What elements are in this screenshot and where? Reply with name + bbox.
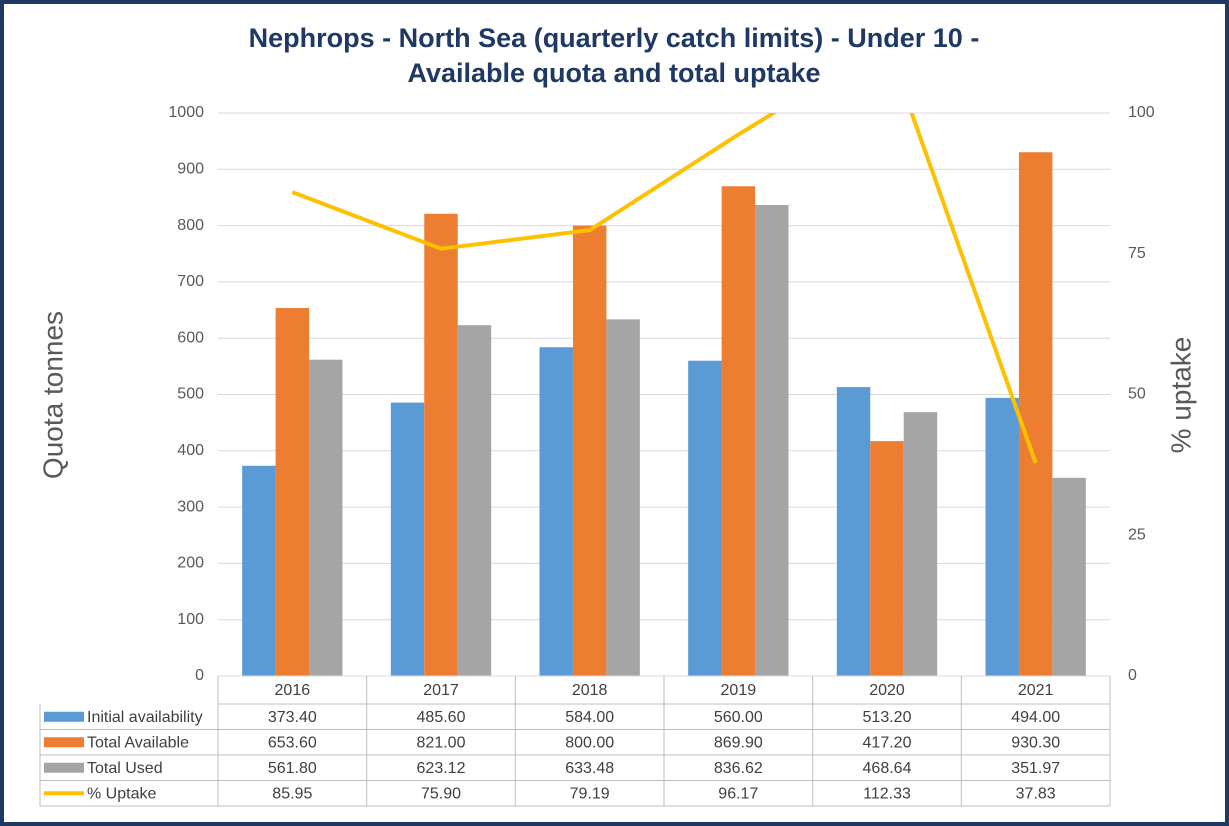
y2-tick-label: 100 xyxy=(1128,104,1155,121)
bar xyxy=(539,347,573,676)
y-tick-label: 300 xyxy=(177,498,204,515)
bar xyxy=(309,359,343,676)
line-layer xyxy=(291,113,1038,464)
table-cell: 560.00 xyxy=(714,709,763,726)
table-cell: 96.17 xyxy=(718,785,758,802)
y-tick-label: 700 xyxy=(177,273,204,290)
legend-label: Total Available xyxy=(87,734,189,751)
y-tick-label: 500 xyxy=(177,386,204,403)
table-cell: 351.97 xyxy=(1011,760,1060,777)
y-tick-label: 900 xyxy=(177,161,204,178)
bar xyxy=(572,225,607,676)
table-cell: 494.00 xyxy=(1011,709,1060,726)
y-tick-label: 400 xyxy=(177,442,204,459)
table-cell: 112.33 xyxy=(863,785,911,802)
table-cell: 836.62 xyxy=(714,760,763,777)
x-tick-label: 2021 xyxy=(1018,682,1054,699)
table-cell: 633.48 xyxy=(565,760,614,777)
y2-tick-label: 0 xyxy=(1128,667,1137,684)
legend-label: Initial availability xyxy=(87,709,203,726)
table-cell: 800.00 xyxy=(565,734,614,751)
bar xyxy=(688,360,722,676)
x-tick-label: 2017 xyxy=(423,682,459,699)
legend-key xyxy=(44,737,84,748)
y2-tick-label: 75 xyxy=(1128,245,1146,262)
y-tick-label: 600 xyxy=(177,329,204,346)
y-tick-label: 800 xyxy=(177,217,204,234)
bar xyxy=(606,319,640,676)
bar xyxy=(836,387,871,676)
legend-label: % Uptake xyxy=(87,785,156,802)
bar xyxy=(457,325,492,676)
x-tick-label: 2016 xyxy=(275,682,311,699)
table-cell: 623.12 xyxy=(417,760,466,777)
y2-tick-label: 25 xyxy=(1128,526,1146,543)
table-cell: 869.90 xyxy=(714,734,763,751)
table-cell: 653.60 xyxy=(268,734,317,751)
bar xyxy=(1018,152,1053,677)
chart-subtitle: Available quota and total uptake xyxy=(407,58,820,88)
table-cell: 513.20 xyxy=(863,709,912,726)
y-tick-label: 200 xyxy=(177,555,204,572)
legend-label: Total Used xyxy=(87,760,163,777)
legend-key xyxy=(44,762,84,773)
bar xyxy=(903,412,938,676)
bar xyxy=(721,186,756,676)
y2-tick-label: 50 xyxy=(1128,386,1146,403)
table-cell: 37.83 xyxy=(1016,785,1056,802)
bar xyxy=(870,441,904,676)
table-cell: 373.40 xyxy=(268,709,317,726)
table-cell: 417.20 xyxy=(863,734,912,751)
bar xyxy=(275,308,310,676)
table-cell: 821.00 xyxy=(417,734,466,751)
x-tick-label: 2020 xyxy=(869,682,905,699)
y-tick-label: 0 xyxy=(195,667,204,684)
line xyxy=(291,113,1038,464)
table-cell: 75.90 xyxy=(421,785,461,802)
y-axis-title: Quota tonnes xyxy=(37,311,68,479)
bar xyxy=(242,465,276,676)
y-tick-label: 1000 xyxy=(168,104,204,121)
bar xyxy=(1052,477,1086,676)
legend-key xyxy=(44,711,84,722)
bar xyxy=(985,397,1019,676)
bar xyxy=(390,402,425,676)
table-cell: 85.95 xyxy=(272,785,312,802)
bar xyxy=(424,213,458,677)
chart-title: Nephrops - North Sea (quarterly catch li… xyxy=(249,23,980,53)
table-cell: 930.30 xyxy=(1011,734,1060,751)
table-cell: 561.80 xyxy=(268,760,317,777)
table-cell: 584.00 xyxy=(565,709,614,726)
table-cell: 485.60 xyxy=(417,709,466,726)
y2-axis-title: % uptake xyxy=(1165,337,1196,454)
x-tick-label: 2018 xyxy=(572,682,608,699)
table-cell: 468.64 xyxy=(863,760,912,777)
x-tick-label: 2019 xyxy=(721,682,757,699)
y-tick-label: 100 xyxy=(177,611,204,628)
table-cell: 79.19 xyxy=(570,785,610,802)
bar xyxy=(755,204,789,676)
